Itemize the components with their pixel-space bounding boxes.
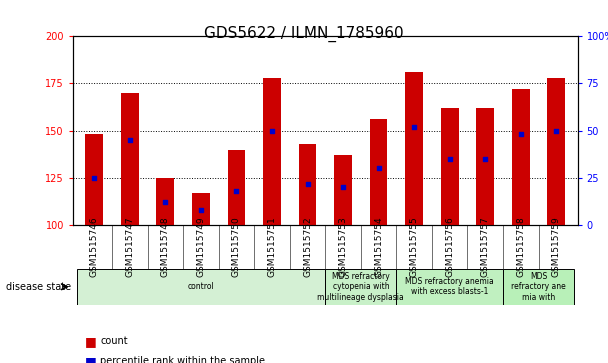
Text: GSM1515755: GSM1515755 — [410, 216, 419, 277]
Point — [516, 131, 525, 137]
Bar — [512, 89, 530, 225]
Text: MDS refractory anemia
with excess blasts-1: MDS refractory anemia with excess blasts… — [406, 277, 494, 297]
Bar — [227, 150, 245, 225]
Bar — [547, 78, 565, 225]
Point — [196, 207, 206, 213]
Text: MDS refractory
cytopenia with
multilineage dysplasia: MDS refractory cytopenia with multilinea… — [317, 272, 404, 302]
Bar — [406, 72, 423, 225]
Bar — [299, 144, 316, 225]
Point — [409, 124, 419, 130]
Text: GSM1515751: GSM1515751 — [268, 216, 277, 277]
Bar — [192, 193, 210, 225]
Text: disease state: disease state — [6, 282, 71, 292]
Text: ■: ■ — [85, 335, 97, 348]
Text: GSM1515758: GSM1515758 — [516, 216, 525, 277]
Point — [480, 156, 490, 162]
Text: GSM1515753: GSM1515753 — [339, 216, 348, 277]
FancyBboxPatch shape — [325, 269, 396, 305]
Bar — [85, 134, 103, 225]
Text: GSM1515759: GSM1515759 — [552, 216, 561, 277]
Text: GSM1515748: GSM1515748 — [161, 216, 170, 277]
Point — [125, 137, 135, 143]
Text: ■: ■ — [85, 355, 97, 363]
Text: GDS5622 / ILMN_1785960: GDS5622 / ILMN_1785960 — [204, 25, 404, 42]
Text: GSM1515757: GSM1515757 — [481, 216, 489, 277]
Bar — [334, 155, 352, 225]
Text: percentile rank within the sample: percentile rank within the sample — [100, 356, 265, 363]
Text: GSM1515752: GSM1515752 — [303, 216, 312, 277]
Point — [267, 128, 277, 134]
FancyBboxPatch shape — [77, 269, 325, 305]
Text: GSM1515750: GSM1515750 — [232, 216, 241, 277]
Bar — [476, 108, 494, 225]
Point — [89, 175, 99, 181]
Bar — [263, 78, 281, 225]
Point — [374, 166, 384, 171]
Text: count: count — [100, 336, 128, 346]
FancyBboxPatch shape — [396, 269, 503, 305]
Point — [338, 184, 348, 190]
Point — [303, 181, 313, 187]
Bar — [441, 108, 458, 225]
Text: MDS
refractory ane
mia with: MDS refractory ane mia with — [511, 272, 566, 302]
Text: GSM1515747: GSM1515747 — [125, 216, 134, 277]
Bar — [370, 119, 387, 225]
Point — [161, 200, 170, 205]
FancyBboxPatch shape — [503, 269, 574, 305]
Text: control: control — [187, 282, 214, 291]
Text: GSM1515756: GSM1515756 — [445, 216, 454, 277]
Text: GSM1515749: GSM1515749 — [196, 216, 206, 277]
Point — [232, 188, 241, 194]
Bar — [121, 93, 139, 225]
Text: GSM1515746: GSM1515746 — [90, 216, 98, 277]
Point — [551, 128, 561, 134]
Bar — [156, 178, 174, 225]
Point — [445, 156, 455, 162]
Text: GSM1515754: GSM1515754 — [374, 216, 383, 277]
